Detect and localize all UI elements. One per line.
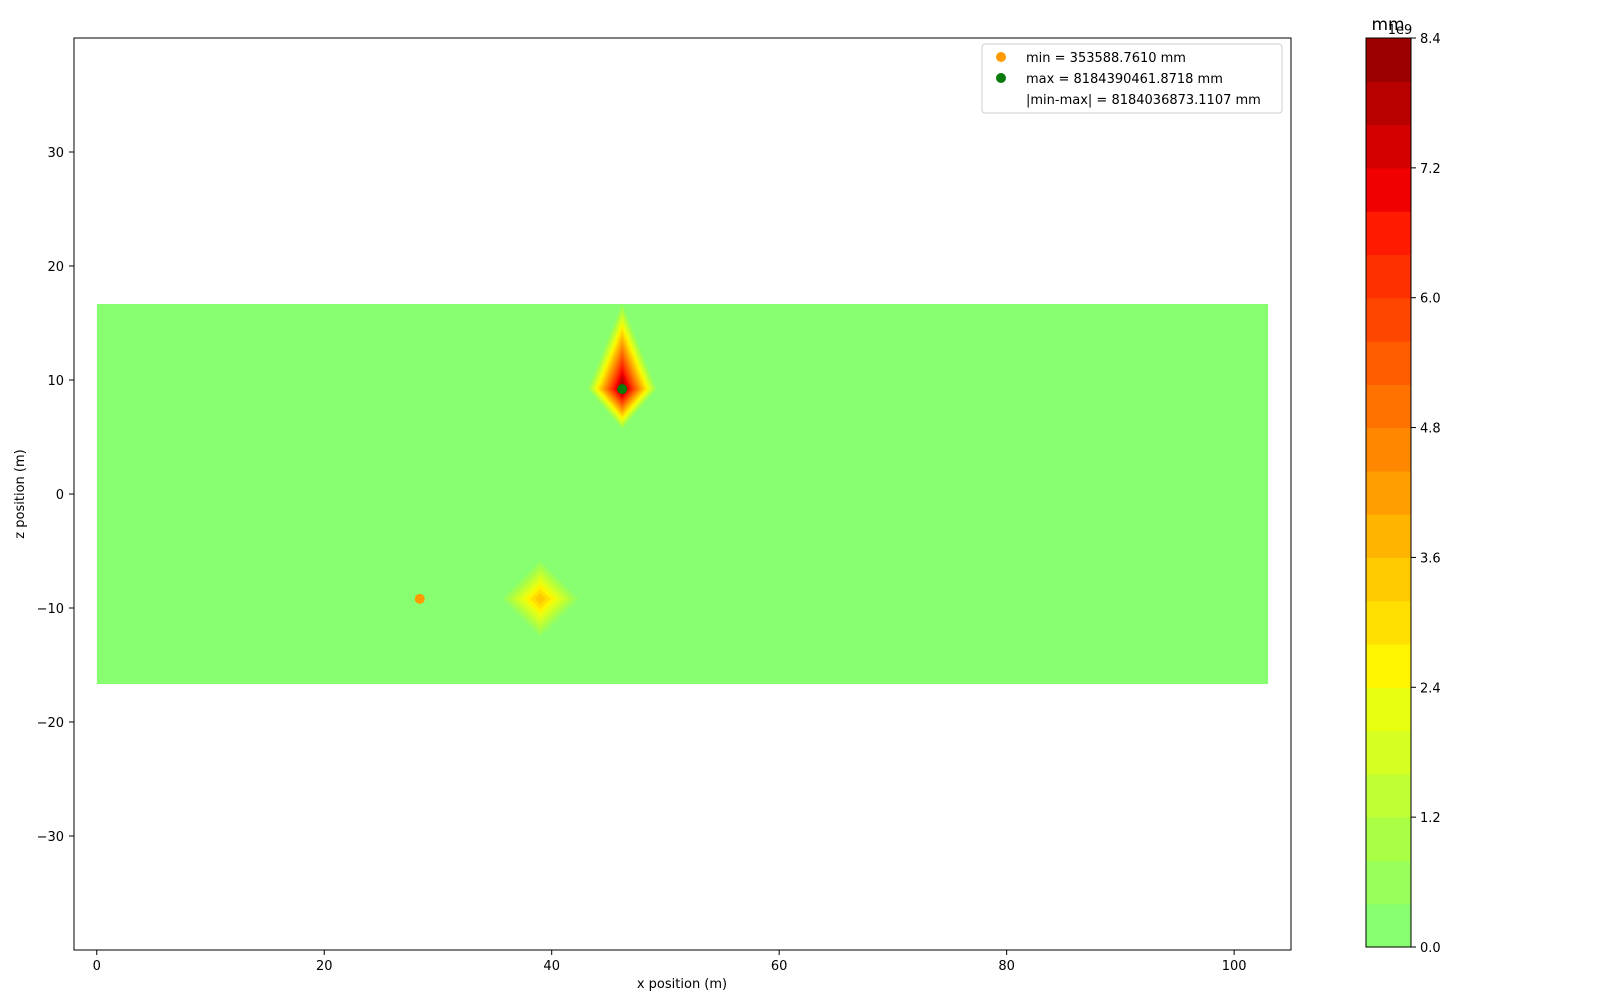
colorbar-band [1366, 817, 1411, 862]
colorbar-offset: 1e9 [1388, 23, 1413, 38]
colorbar-band [1366, 687, 1411, 732]
colorbar: 0.0 1.2 2.4 3.6 4.8 6.0 7.2 8.4 mm 1e9 [1365, 15, 1441, 956]
colorbar-band [1366, 341, 1411, 385]
colorbar-band [1366, 211, 1411, 256]
legend-min-marker [996, 52, 1006, 62]
colorbar-tick-label: 1.2 [1420, 811, 1441, 826]
colorbar-band [1366, 557, 1411, 602]
contour-level [534, 593, 546, 605]
colorbar-tick-label: 8.4 [1420, 32, 1441, 47]
colorbar-band [1366, 514, 1411, 559]
y-axis-label: z position (m) [13, 449, 28, 538]
colorbar-band [1366, 860, 1411, 905]
x-tick-label: 100 [1222, 959, 1247, 974]
colorbar-band [1366, 600, 1411, 645]
colorbar-band [1366, 470, 1411, 515]
colorbar-ticks: 0.0 1.2 2.4 3.6 4.8 6.0 7.2 8.4 [1411, 32, 1441, 956]
colorbar-band [1366, 81, 1411, 126]
legend: min = 353588.7610 mm max = 8184390461.87… [981, 43, 1283, 114]
min-point-marker [414, 593, 425, 604]
colorbar-band [1366, 384, 1411, 429]
colorbar-band [1366, 254, 1411, 299]
point-markers [414, 384, 628, 604]
colorbar-band [1366, 124, 1411, 169]
colorbar-tick-label: 6.0 [1420, 292, 1441, 307]
plot-area [73, 37, 1292, 951]
legend-min-label: min = 353588.7610 mm [1026, 51, 1186, 66]
colorbar-tick-label: 2.4 [1420, 681, 1441, 696]
x-tick-label: 20 [316, 959, 333, 974]
colorbar-tick-label: 4.8 [1420, 422, 1441, 437]
colorbar-tick-label: 0.0 [1420, 941, 1441, 956]
y-tick-label: 0 [56, 488, 64, 503]
colorbar-band [1366, 773, 1411, 818]
field-background [96, 303, 1269, 685]
x-axis: 0 20 40 60 80 100 [93, 950, 1247, 974]
colorbar-bands [1366, 38, 1411, 948]
x-tick-label: 40 [543, 959, 560, 974]
colorbar-band [1366, 38, 1411, 82]
y-axis: −30 −20 −10 0 10 20 30 [37, 146, 74, 845]
max-point-marker [617, 384, 628, 395]
colorbar-tick-label: 7.2 [1420, 162, 1441, 177]
legend-diff-label: |min-max| = 8184036873.1107 mm [1026, 93, 1261, 108]
colorbar-band [1366, 730, 1411, 775]
colorbar-band [1366, 903, 1411, 948]
x-tick-label: 80 [998, 959, 1015, 974]
colorbar-unit: mm [1371, 15, 1404, 35]
y-tick-label: −30 [37, 830, 64, 845]
y-tick-label: 30 [47, 146, 64, 161]
colorbar-tick-label: 3.6 [1420, 551, 1441, 566]
legend-box [981, 43, 1283, 114]
y-tick-label: −20 [37, 716, 64, 731]
colorbar-band [1366, 644, 1411, 688]
colorbar-frame [1365, 37, 1412, 948]
x-axis-label: x position (m) [637, 977, 727, 992]
colorbar-band [1366, 167, 1411, 212]
contour-hotspot [502, 561, 578, 637]
legend-max-marker [996, 73, 1006, 83]
field-domain [96, 303, 1269, 685]
y-tick-label: −10 [37, 602, 64, 617]
colorbar-band [1366, 297, 1411, 342]
y-tick-label: 10 [47, 374, 64, 389]
x-tick-label: 60 [771, 959, 788, 974]
legend-max-label: max = 8184390461.8718 mm [1026, 72, 1223, 87]
x-tick-label: 0 [93, 959, 101, 974]
y-tick-label: 20 [47, 260, 64, 275]
colorbar-band [1366, 427, 1411, 472]
